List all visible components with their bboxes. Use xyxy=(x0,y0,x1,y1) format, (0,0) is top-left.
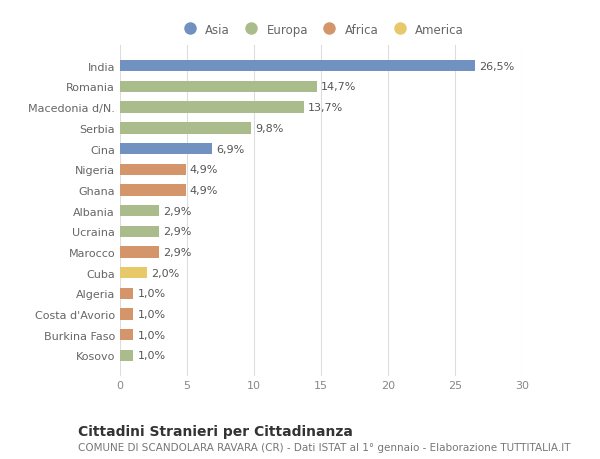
Text: 1,0%: 1,0% xyxy=(137,330,166,340)
Bar xyxy=(120,185,185,196)
Text: 2,9%: 2,9% xyxy=(163,227,191,237)
Bar xyxy=(120,268,147,279)
Text: 4,9%: 4,9% xyxy=(190,185,218,196)
Bar xyxy=(120,61,475,72)
Bar xyxy=(120,102,304,113)
Legend: Asia, Europa, Africa, America: Asia, Europa, Africa, America xyxy=(173,19,469,41)
Bar xyxy=(120,350,133,361)
Text: 2,9%: 2,9% xyxy=(163,247,191,257)
Bar xyxy=(120,82,317,93)
Bar xyxy=(120,288,133,299)
Text: 14,7%: 14,7% xyxy=(321,82,356,92)
Bar xyxy=(120,226,159,237)
Text: 2,9%: 2,9% xyxy=(163,206,191,216)
Text: Cittadini Stranieri per Cittadinanza: Cittadini Stranieri per Cittadinanza xyxy=(78,425,353,438)
Bar xyxy=(120,123,251,134)
Bar xyxy=(120,330,133,341)
Text: 1,0%: 1,0% xyxy=(137,309,166,319)
Bar xyxy=(120,144,212,155)
Text: 9,8%: 9,8% xyxy=(256,123,284,134)
Text: COMUNE DI SCANDOLARA RAVARA (CR) - Dati ISTAT al 1° gennaio - Elaborazione TUTTI: COMUNE DI SCANDOLARA RAVARA (CR) - Dati … xyxy=(78,442,571,452)
Bar xyxy=(120,206,159,217)
Bar xyxy=(120,247,159,258)
Bar xyxy=(120,309,133,320)
Bar xyxy=(120,164,185,175)
Text: 1,0%: 1,0% xyxy=(137,351,166,361)
Text: 26,5%: 26,5% xyxy=(479,62,514,72)
Text: 6,9%: 6,9% xyxy=(217,144,245,154)
Text: 13,7%: 13,7% xyxy=(308,103,343,113)
Text: 4,9%: 4,9% xyxy=(190,165,218,175)
Text: 2,0%: 2,0% xyxy=(151,268,179,278)
Text: 1,0%: 1,0% xyxy=(137,289,166,299)
